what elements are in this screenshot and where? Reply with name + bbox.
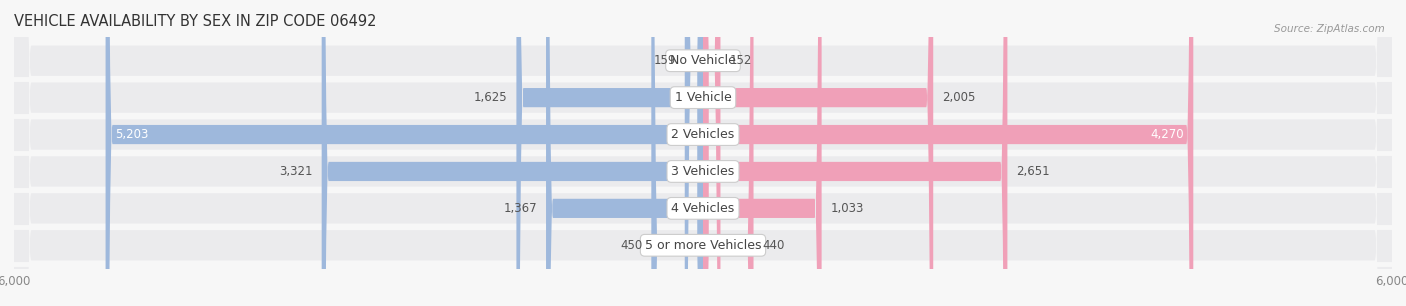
FancyBboxPatch shape bbox=[14, 0, 1392, 306]
Text: 5 or more Vehicles: 5 or more Vehicles bbox=[645, 239, 761, 252]
FancyBboxPatch shape bbox=[14, 0, 1392, 306]
Text: No Vehicle: No Vehicle bbox=[671, 54, 735, 67]
FancyBboxPatch shape bbox=[14, 0, 1392, 306]
Text: 1,033: 1,033 bbox=[831, 202, 865, 215]
FancyBboxPatch shape bbox=[651, 0, 703, 306]
Text: VEHICLE AVAILABILITY BY SEX IN ZIP CODE 06492: VEHICLE AVAILABILITY BY SEX IN ZIP CODE … bbox=[14, 13, 377, 28]
Text: 5,203: 5,203 bbox=[115, 128, 148, 141]
FancyBboxPatch shape bbox=[703, 0, 720, 306]
Text: 3,321: 3,321 bbox=[278, 165, 312, 178]
FancyBboxPatch shape bbox=[105, 0, 703, 306]
FancyBboxPatch shape bbox=[14, 0, 1392, 306]
Text: 450: 450 bbox=[620, 239, 643, 252]
Text: 152: 152 bbox=[730, 54, 752, 67]
Text: 2,005: 2,005 bbox=[942, 91, 976, 104]
FancyBboxPatch shape bbox=[685, 0, 703, 306]
Text: 1 Vehicle: 1 Vehicle bbox=[675, 91, 731, 104]
Text: 4,270: 4,270 bbox=[1150, 128, 1184, 141]
Text: Source: ZipAtlas.com: Source: ZipAtlas.com bbox=[1274, 24, 1385, 35]
FancyBboxPatch shape bbox=[703, 0, 1007, 306]
FancyBboxPatch shape bbox=[322, 0, 703, 306]
FancyBboxPatch shape bbox=[703, 0, 754, 306]
FancyBboxPatch shape bbox=[14, 0, 1392, 306]
FancyBboxPatch shape bbox=[703, 0, 821, 306]
Text: 3 Vehicles: 3 Vehicles bbox=[672, 165, 734, 178]
Text: 2,651: 2,651 bbox=[1017, 165, 1050, 178]
FancyBboxPatch shape bbox=[516, 0, 703, 306]
Text: 1,625: 1,625 bbox=[474, 91, 508, 104]
Text: 4 Vehicles: 4 Vehicles bbox=[672, 202, 734, 215]
FancyBboxPatch shape bbox=[703, 0, 934, 306]
FancyBboxPatch shape bbox=[703, 0, 1194, 306]
FancyBboxPatch shape bbox=[546, 0, 703, 306]
FancyBboxPatch shape bbox=[14, 0, 1392, 306]
Text: 2 Vehicles: 2 Vehicles bbox=[672, 128, 734, 141]
Text: 159: 159 bbox=[654, 54, 675, 67]
Text: 440: 440 bbox=[762, 239, 785, 252]
Text: 1,367: 1,367 bbox=[503, 202, 537, 215]
